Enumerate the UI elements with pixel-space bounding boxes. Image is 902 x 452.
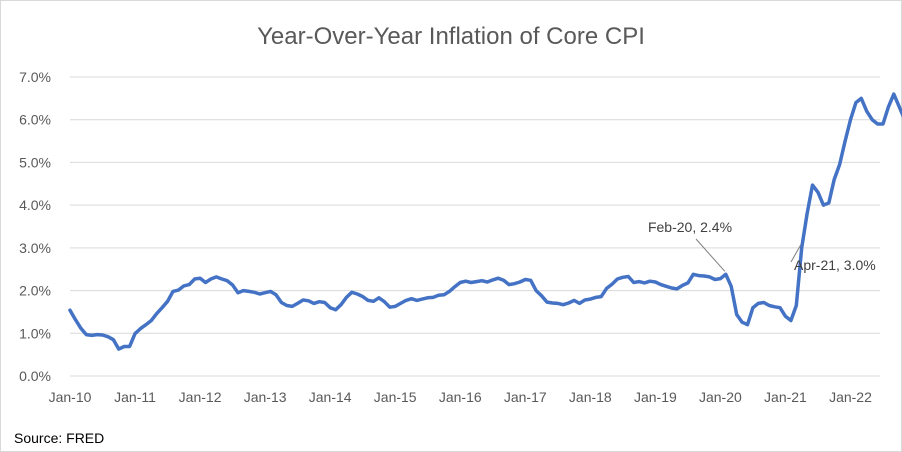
y-tick-label: 3.0%: [19, 240, 51, 256]
annotation-label: Apr-21, 3.0%: [794, 257, 876, 273]
y-axis-ticks: 0.0% 1.0% 2.0% 3.0% 4.0% 5.0% 6.0% 7.0%: [19, 69, 51, 384]
annotation-leader-line: [695, 238, 726, 272]
x-tick-label: Jan-14: [309, 389, 352, 405]
y-tick-label: 7.0%: [19, 69, 51, 85]
x-tick-label: Jan-10: [49, 389, 92, 405]
x-tick-label: Jan-20: [699, 389, 742, 405]
source-note: Source: FRED: [14, 430, 104, 446]
y-tick-label: 2.0%: [19, 283, 51, 299]
x-tick-label: Jan-11: [114, 389, 156, 405]
y-tick-label: 0.0%: [19, 368, 51, 384]
chart-title: Year-Over-Year Inflation of Core CPI: [257, 23, 645, 50]
x-tick-label: Jan-17: [504, 389, 547, 405]
x-tick-label: Jan-18: [569, 389, 612, 405]
annotation-label: Feb-20, 2.4%: [648, 219, 732, 235]
x-tick-label: Jan-19: [634, 389, 677, 405]
y-tick-label: 6.0%: [19, 112, 51, 128]
gridlines: [70, 76, 880, 377]
x-tick-label: Jan-21: [764, 389, 807, 405]
x-axis-ticks: Jan-10 Jan-11 Jan-12 Jan-13 Jan-14 Jan-15 Jan-…: [49, 389, 873, 405]
series-line-core-cpi: [68, 92, 902, 351]
x-tick-label: Jan-16: [439, 389, 482, 405]
x-tick-label: Jan-22: [829, 389, 872, 405]
x-tick-label: Jan-12: [179, 389, 222, 405]
y-tick-label: 1.0%: [19, 325, 51, 341]
x-tick-label: Jan-15: [374, 389, 417, 405]
y-tick-label: 4.0%: [19, 197, 51, 213]
annotation-leader-line: [790, 244, 802, 263]
x-tick-label: Jan-13: [244, 389, 287, 405]
annotations: Feb-20, 2.4% Apr-21, 3.0%: [648, 219, 876, 273]
y-tick-label: 5.0%: [19, 154, 51, 170]
